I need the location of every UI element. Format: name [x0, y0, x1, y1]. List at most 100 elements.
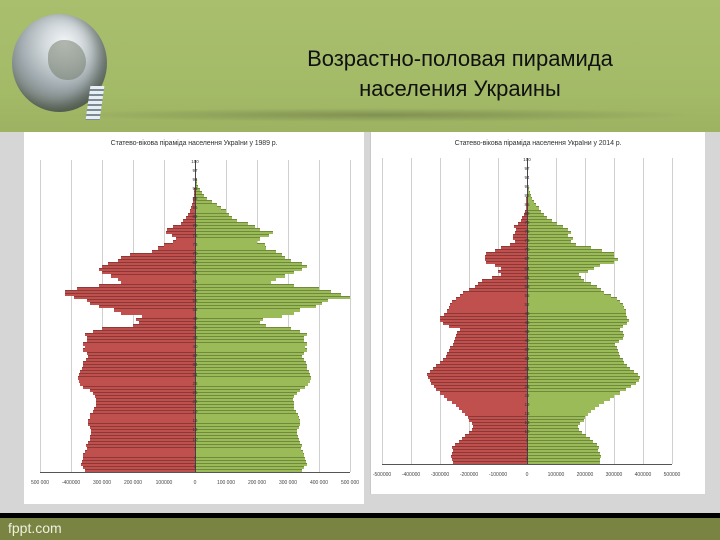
male-bar: [129, 252, 195, 256]
x-tick-label: -100000: [488, 472, 508, 478]
y-tick-label: 7: [525, 438, 529, 444]
female-bar: [527, 309, 626, 313]
male-bar: [526, 197, 527, 201]
female-bar: [527, 439, 594, 443]
female-bar: [195, 376, 312, 380]
male-bar: [120, 280, 195, 284]
male-bar: [95, 400, 195, 405]
male-bar: [98, 283, 195, 287]
male-bar: [194, 187, 195, 192]
y-tick-label: 1: [193, 464, 197, 470]
gridline: [133, 160, 134, 472]
male-bar: [181, 221, 195, 226]
female-bar: [527, 251, 614, 256]
x-tick-label: 0: [193, 480, 197, 486]
y-tick-label: 82: [524, 211, 530, 217]
female-bar: [527, 318, 629, 322]
female-bar: [527, 327, 620, 331]
male-bar: [471, 421, 527, 425]
female-bar: [195, 419, 301, 423]
male-bar: [463, 291, 527, 295]
male-bar: [136, 317, 195, 321]
female-bar: [195, 348, 307, 352]
x-axis-line: [40, 472, 350, 473]
y-tick-label: 52: [192, 306, 198, 312]
male-bar: [84, 450, 195, 454]
female-bar: [527, 288, 601, 292]
y-tick-label: 58: [524, 283, 530, 289]
female-bar: [195, 339, 305, 343]
male-bar: [453, 460, 527, 465]
y-tick-label: 85: [192, 204, 198, 210]
y-tick-label: 88: [192, 195, 198, 201]
male-bar: [454, 442, 527, 446]
female-bar: [195, 283, 295, 287]
female-bar: [195, 425, 299, 429]
male-bar: [78, 379, 195, 383]
male-bar: [512, 233, 527, 237]
male-bar: [83, 385, 195, 389]
female-bar: [195, 311, 295, 315]
male-bar: [182, 218, 195, 222]
y-tick-label: 25: [192, 390, 198, 396]
female-bar: [195, 336, 304, 340]
female-bar: [195, 237, 261, 241]
male-bar: [90, 413, 195, 417]
male-bar: [88, 422, 195, 426]
y-tick-label: 46: [192, 325, 198, 331]
female-bar: [195, 289, 332, 294]
female-bar: [195, 246, 267, 250]
x-tick-label: 300 000: [278, 480, 298, 486]
female-bar: [527, 294, 612, 298]
female-bar: [527, 257, 619, 262]
female-bar: [195, 363, 307, 368]
male-bar: [451, 454, 527, 459]
male-bar: [526, 200, 527, 204]
female-bar: [527, 273, 580, 277]
footer-brand: fppt.com: [8, 520, 62, 536]
female-bar: [527, 351, 620, 356]
male-bar: [461, 436, 527, 440]
female-bar: [527, 282, 591, 286]
pyramid-chart-2014: Статево-вікова піраміда населення Україн…: [370, 132, 705, 494]
x-tick-label: -400000: [61, 480, 81, 486]
male-bar: [500, 267, 527, 271]
male-bar: [173, 224, 195, 229]
female-bar: [527, 424, 578, 428]
male-bar: [451, 300, 527, 304]
female-bar: [527, 382, 636, 386]
female-bar: [527, 354, 620, 359]
female-bar: [527, 342, 616, 347]
male-bar: [83, 465, 195, 470]
male-bar: [86, 339, 195, 343]
y-tick-label: 4: [525, 447, 529, 453]
y-tick-label: 73: [192, 241, 198, 247]
male-bar: [524, 209, 527, 213]
male-bar: [445, 354, 527, 359]
male-bar: [515, 227, 527, 231]
female-bar: [527, 218, 552, 222]
male-bar: [102, 271, 195, 275]
female-bar: [527, 245, 591, 250]
male-bar: [461, 409, 527, 413]
slide-footer: [0, 518, 720, 540]
male-bar: [84, 345, 195, 349]
female-bar: [527, 403, 599, 407]
y-tick-label: 55: [192, 297, 198, 303]
y-tick-label: 49: [524, 311, 530, 317]
female-bar: [195, 468, 302, 473]
male-bar: [525, 203, 527, 207]
female-bar: [195, 197, 208, 201]
female-bar: [195, 388, 300, 392]
male-bar: [451, 445, 527, 450]
x-tick-label: 100000: [547, 472, 565, 478]
female-bar: [527, 430, 583, 434]
female-bar: [527, 385, 632, 389]
female-bar: [195, 360, 306, 365]
gridline: [319, 160, 320, 472]
male-bar: [515, 239, 527, 244]
female-bar: [195, 450, 303, 454]
female-bar: [195, 280, 271, 284]
y-tick-label: 7: [193, 445, 197, 451]
female-bar: [195, 434, 298, 439]
